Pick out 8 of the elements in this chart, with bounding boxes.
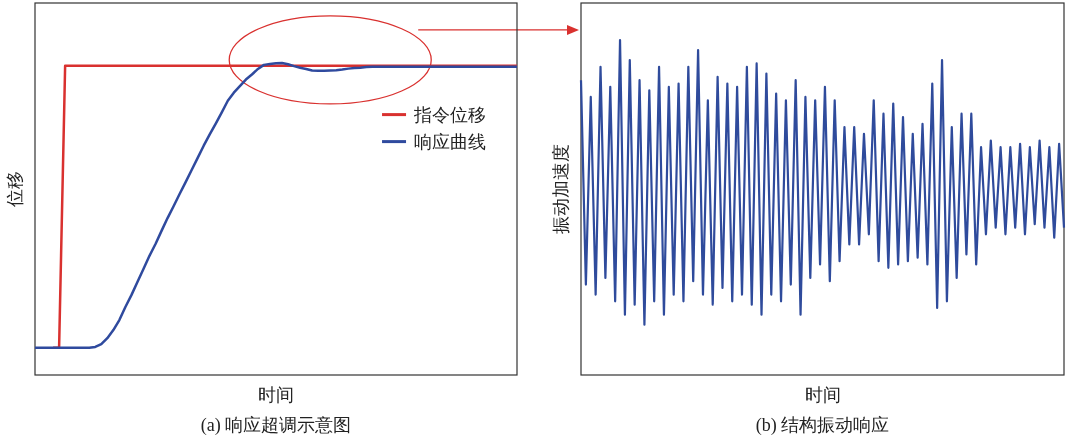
y-axis-title: 位移 xyxy=(5,171,25,207)
text: (b) 结构振动响应 xyxy=(755,415,890,436)
text: (a) 响应超调示意图 xyxy=(200,415,352,436)
x-axis-title: 时间 xyxy=(258,385,294,405)
x-axis-title: 时间 xyxy=(804,385,841,405)
legend-label: 指令位移 xyxy=(413,104,487,125)
legend-label: 响应曲线 xyxy=(414,131,487,152)
y-axis-title: 振动加速度 xyxy=(551,144,571,234)
